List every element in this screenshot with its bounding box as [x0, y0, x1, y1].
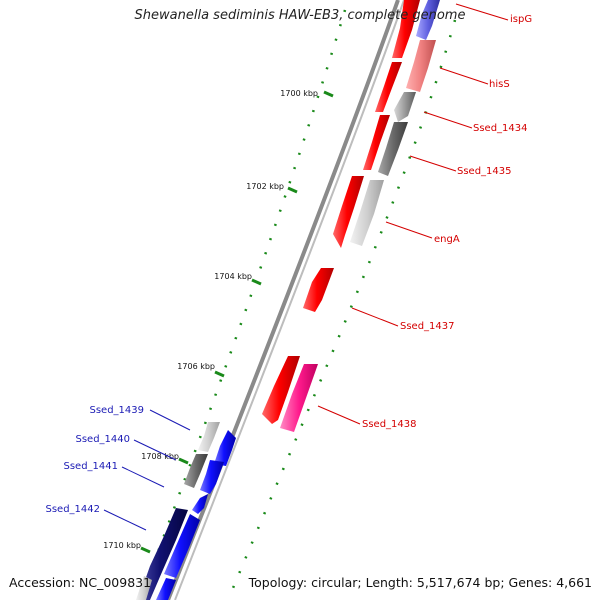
callout-hisS	[439, 67, 489, 85]
callout-Ssed_1441	[121, 466, 165, 488]
gene-Ssed_1442-arrow[interactable]	[164, 514, 200, 578]
callout-Ssed_1440	[133, 439, 177, 461]
backbone-inner-line	[174, 0, 405, 600]
accession-label: Accession: NC_009831	[9, 575, 152, 590]
gene-label-Ssed_1435[interactable]: Ssed_1435	[457, 166, 512, 177]
gene-Ssed_1442-navy	[138, 508, 188, 600]
gene-label-engA[interactable]: engA	[434, 234, 460, 245]
ruler-label-1704: 1704 kbp	[214, 272, 252, 281]
gene-Ssed_1434-inner	[394, 92, 416, 122]
backbone-outer-line	[166, 0, 400, 600]
gene-Ssed_1440-gray	[184, 454, 208, 488]
gene-engA-inner	[350, 180, 384, 246]
ruler-tick-1708	[178, 457, 189, 465]
gene-label-ispG[interactable]: ispG	[510, 14, 532, 25]
gene-edge-lightgray	[136, 576, 152, 600]
gene-label-Ssed_1437[interactable]: Ssed_1437	[400, 321, 455, 332]
ruler-label-1702: 1702 kbp	[246, 182, 284, 191]
inner-dotted-guide	[226, 19, 457, 600]
gene-engA-arrow[interactable]	[333, 176, 364, 248]
gene-Ssed_1442b-arrow[interactable]	[156, 578, 176, 600]
gene-label-Ssed_1434[interactable]: Ssed_1434	[473, 123, 528, 134]
ruler-tick-1706	[214, 370, 225, 378]
gene-Ssed_1438-inner	[280, 364, 318, 432]
callout-ispG	[455, 3, 509, 21]
ruler-label-1700: 1700 kbp	[280, 89, 318, 98]
gene-Ssed_1439-gray	[198, 422, 220, 452]
gene-Ssed_1437-arrow[interactable]	[303, 268, 334, 312]
ruler-label-1706: 1706 kbp	[177, 362, 215, 371]
callout-Ssed_1434	[423, 111, 473, 129]
ruler-tick-1700	[323, 90, 334, 98]
callout-engA	[385, 221, 433, 239]
gene-ispG-arrow[interactable]	[392, 0, 420, 58]
gene-hisS-inner	[406, 40, 436, 92]
gene-label-Ssed_1438[interactable]: Ssed_1438	[362, 419, 417, 430]
callout-Ssed_1439	[149, 409, 191, 431]
callout-Ssed_1437	[351, 307, 399, 327]
gene-label-Ssed_1441[interactable]: Ssed_1441	[63, 461, 118, 472]
ruler-label-1710: 1710 kbp	[103, 541, 141, 550]
genome-summary-label: Topology: circular; Length: 5,517,674 bp…	[248, 575, 592, 590]
callout-Ssed_1438	[317, 405, 361, 425]
gene-label-hisS[interactable]: hisS	[489, 79, 510, 90]
gene-ispG-inner	[416, 0, 440, 40]
ruler-label-1708: 1708 kbp	[141, 452, 179, 461]
gene-label-Ssed_1439[interactable]: Ssed_1439	[89, 405, 144, 416]
gene-Ssed_1435-inner	[378, 122, 408, 176]
ruler-tick-1710	[140, 546, 151, 554]
ruler-tick-1704	[251, 278, 262, 286]
gene-label-Ssed_1440[interactable]: Ssed_1440	[75, 434, 130, 445]
ruler-tick-1702	[287, 186, 298, 194]
gene-label-Ssed_1442[interactable]: Ssed_1442	[45, 504, 100, 515]
callout-Ssed_1442	[103, 509, 147, 531]
gene-Ssed_1434-arrow[interactable]	[363, 115, 390, 170]
gene-hisS-arrow[interactable]	[375, 62, 402, 112]
gene-Ssed_1441-arrow[interactable]	[192, 494, 208, 514]
callout-Ssed_1435	[409, 155, 457, 172]
gene-Ssed_1440-arrow[interactable]	[200, 460, 224, 494]
gene-Ssed_1438a-arrow[interactable]	[262, 356, 300, 424]
gene-Ssed_1439-arrow[interactable]	[214, 430, 236, 466]
map-title: Shewanella sediminis HAW-EB3, complete g…	[134, 8, 466, 23]
